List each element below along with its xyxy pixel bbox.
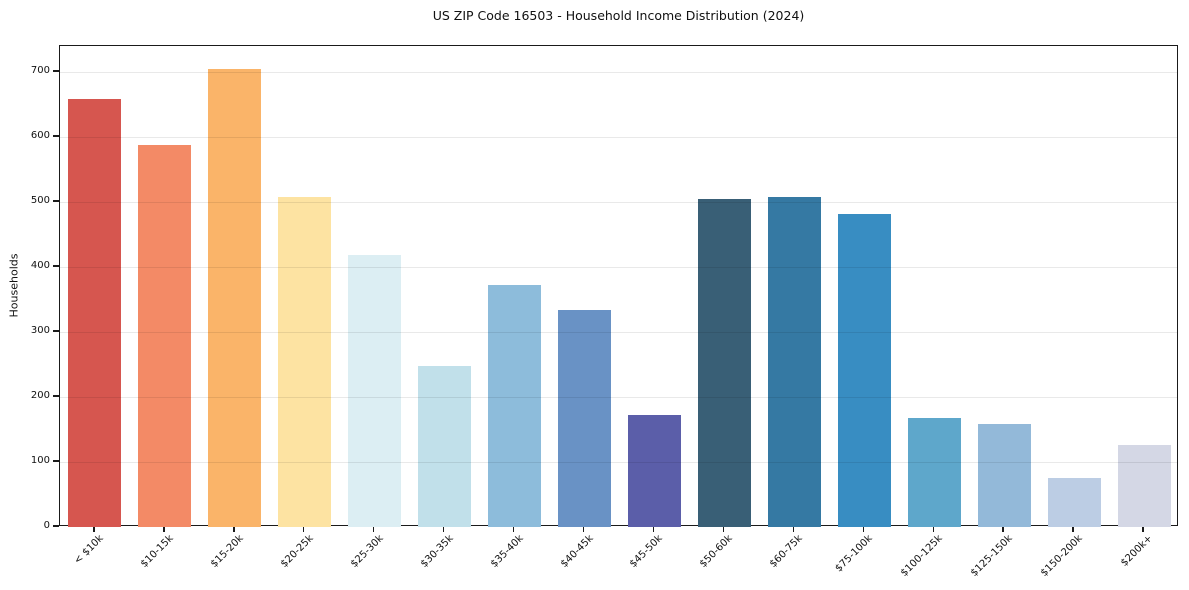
y-tick-label: 400 bbox=[30, 260, 50, 271]
x-tick-mark bbox=[722, 526, 725, 532]
gridline bbox=[60, 202, 1177, 203]
y-tick-label: 0 bbox=[43, 520, 50, 531]
gridline bbox=[60, 72, 1177, 73]
y-tick-label: 300 bbox=[30, 325, 50, 336]
gridline bbox=[60, 397, 1177, 398]
bar bbox=[418, 366, 472, 527]
y-tick-label: 700 bbox=[30, 65, 50, 76]
x-tick-mark bbox=[1002, 526, 1004, 532]
y-tick-mark bbox=[53, 200, 59, 202]
x-tick-mark bbox=[862, 526, 864, 532]
y-tick-mark bbox=[53, 525, 59, 527]
y-tick-mark bbox=[53, 135, 59, 137]
bar bbox=[907, 418, 961, 527]
bar bbox=[977, 423, 1031, 527]
y-tick-mark bbox=[53, 330, 59, 332]
bar bbox=[488, 285, 542, 527]
x-tick-mark bbox=[93, 526, 95, 532]
y-tick-label: 200 bbox=[30, 390, 50, 401]
x-tick-mark bbox=[163, 526, 165, 532]
chart-title: US ZIP Code 16503 - Household Income Dis… bbox=[432, 8, 805, 23]
x-tick-mark bbox=[792, 526, 795, 532]
x-tick-mark bbox=[373, 526, 375, 532]
y-tick-label: 100 bbox=[30, 455, 50, 466]
gridline bbox=[60, 137, 1177, 138]
y-tick-mark bbox=[53, 395, 59, 397]
x-tick-mark bbox=[303, 526, 305, 532]
y-tick-mark bbox=[53, 70, 59, 72]
bar bbox=[627, 415, 681, 527]
bar bbox=[68, 99, 122, 527]
bar bbox=[837, 214, 891, 527]
bar bbox=[208, 69, 262, 527]
x-tick-mark bbox=[233, 526, 235, 532]
x-tick-mark bbox=[512, 526, 515, 532]
x-tick-mark bbox=[442, 526, 445, 532]
x-tick-mark bbox=[582, 526, 585, 532]
y-tick-label: 500 bbox=[30, 195, 50, 206]
gridline bbox=[60, 267, 1177, 268]
bar bbox=[278, 197, 332, 527]
x-tick-label: < $10k bbox=[72, 533, 106, 567]
x-tick-mark bbox=[1072, 526, 1074, 532]
bar bbox=[138, 144, 192, 527]
y-axis-label: Households bbox=[7, 253, 21, 318]
gridline bbox=[60, 462, 1177, 463]
plot-area bbox=[59, 45, 1178, 527]
bar bbox=[558, 309, 612, 527]
x-tick-mark bbox=[932, 526, 934, 532]
bar bbox=[348, 255, 402, 527]
bar bbox=[1117, 445, 1171, 527]
bar bbox=[767, 196, 821, 527]
x-tick-mark bbox=[652, 526, 655, 532]
x-tick-mark bbox=[1142, 526, 1144, 532]
bar bbox=[1047, 478, 1101, 527]
y-tick-mark bbox=[53, 460, 59, 462]
gridline bbox=[60, 332, 1177, 333]
y-tick-mark bbox=[53, 265, 59, 267]
y-tick-label: 600 bbox=[30, 130, 50, 141]
bar bbox=[697, 198, 751, 527]
